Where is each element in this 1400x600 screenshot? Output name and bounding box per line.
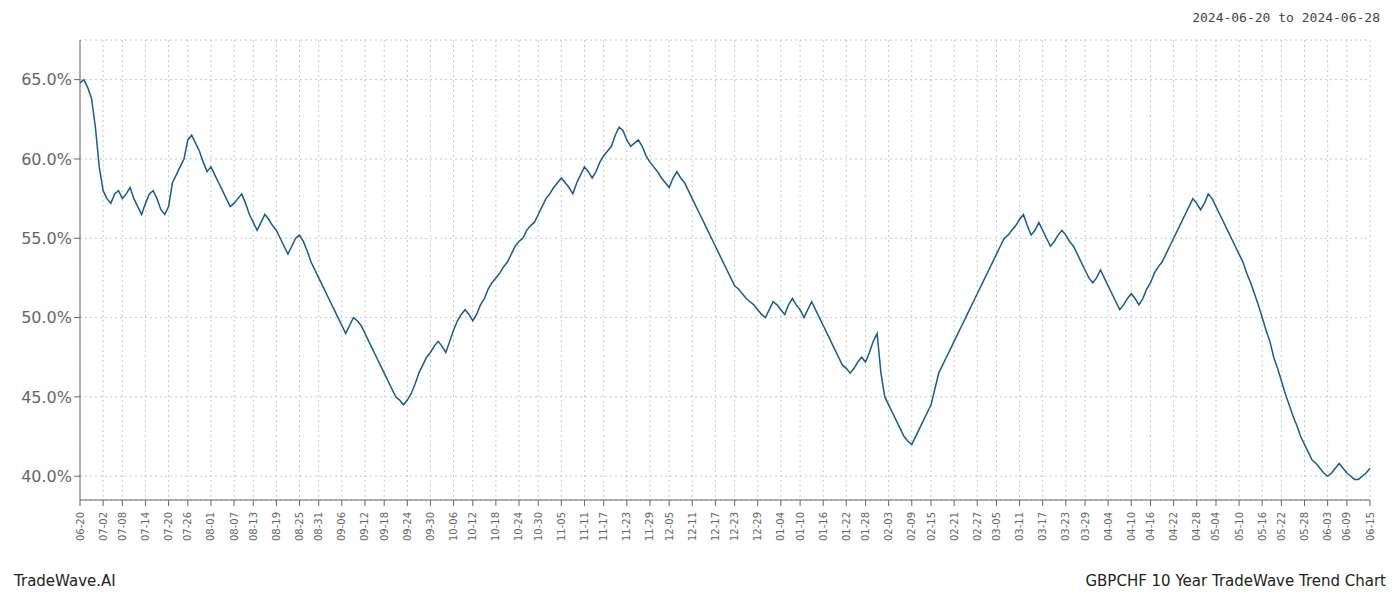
- svg-text:09-24: 09-24: [402, 512, 413, 541]
- svg-text:07-02: 07-02: [98, 512, 109, 541]
- svg-text:03-17: 03-17: [1037, 512, 1048, 541]
- svg-text:08-13: 08-13: [248, 512, 259, 541]
- svg-text:08-31: 08-31: [313, 512, 324, 541]
- svg-text:04-16: 04-16: [1145, 512, 1156, 541]
- svg-text:02-21: 02-21: [949, 512, 960, 541]
- svg-text:02-09: 02-09: [906, 512, 917, 541]
- svg-text:08-19: 08-19: [271, 512, 282, 541]
- svg-text:12-17: 12-17: [710, 512, 721, 541]
- svg-text:12-29: 12-29: [752, 512, 763, 541]
- svg-text:04-22: 04-22: [1168, 512, 1179, 541]
- svg-text:01-16: 01-16: [818, 512, 829, 541]
- svg-text:50.0%: 50.0%: [21, 308, 72, 327]
- svg-text:04-04: 04-04: [1103, 512, 1114, 541]
- svg-text:09-30: 09-30: [425, 512, 436, 541]
- svg-text:08-01: 08-01: [205, 512, 216, 541]
- svg-text:01-04: 01-04: [775, 512, 786, 541]
- svg-text:07-26: 07-26: [182, 512, 193, 541]
- svg-text:09-12: 09-12: [359, 512, 370, 541]
- svg-text:06-09: 06-09: [1341, 512, 1352, 541]
- svg-text:11-05: 11-05: [556, 512, 567, 541]
- svg-text:55.0%: 55.0%: [21, 229, 72, 248]
- svg-text:03-11: 03-11: [1014, 512, 1025, 541]
- svg-text:03-29: 03-29: [1080, 512, 1091, 541]
- svg-text:09-18: 09-18: [379, 512, 390, 541]
- svg-text:10-30: 10-30: [533, 512, 544, 541]
- svg-text:04-10: 04-10: [1126, 512, 1137, 541]
- svg-text:02-03: 02-03: [883, 512, 894, 541]
- svg-text:09-06: 09-06: [336, 512, 347, 541]
- svg-text:10-12: 10-12: [467, 512, 478, 541]
- svg-text:01-28: 01-28: [860, 512, 871, 541]
- svg-text:12-11: 12-11: [687, 512, 698, 541]
- svg-text:06-20: 06-20: [75, 512, 86, 541]
- svg-text:10-18: 10-18: [490, 512, 501, 541]
- svg-text:01-22: 01-22: [841, 512, 852, 541]
- html-text:TradeWave.AI: TradeWave.AI: [14, 572, 116, 590]
- svg-text:06-15: 06-15: [1365, 512, 1376, 541]
- svg-text:11-11: 11-11: [579, 512, 590, 541]
- svg-text:05-28: 05-28: [1299, 512, 1310, 541]
- svg-text:12-05: 12-05: [664, 512, 675, 541]
- svg-text:11-17: 11-17: [598, 512, 609, 541]
- svg-text:03-23: 03-23: [1060, 512, 1071, 541]
- svg-text:07-14: 07-14: [140, 512, 151, 541]
- svg-text:06-03: 06-03: [1322, 512, 1333, 541]
- svg-text:01-10: 01-10: [795, 512, 806, 541]
- svg-text:10-24: 10-24: [513, 512, 524, 541]
- svg-text:02-15: 02-15: [926, 512, 937, 541]
- svg-text:02-27: 02-27: [972, 512, 983, 541]
- svg-text:45.0%: 45.0%: [21, 388, 72, 407]
- svg-text:07-20: 07-20: [163, 512, 174, 541]
- svg-text:04-28: 04-28: [1191, 512, 1202, 541]
- svg-text:10-06: 10-06: [448, 512, 459, 541]
- svg-text:12-23: 12-23: [729, 512, 740, 541]
- svg-text:05-10: 05-10: [1234, 512, 1245, 541]
- svg-text:03-05: 03-05: [991, 512, 1002, 541]
- svg-text:08-25: 08-25: [294, 512, 305, 541]
- svg-text:05-22: 05-22: [1276, 512, 1287, 541]
- svg-text:11-23: 11-23: [621, 512, 632, 541]
- html-text:2024-06-20 to 2024-06-28: 2024-06-20 to 2024-06-28: [1192, 10, 1380, 25]
- svg-text:65.0%: 65.0%: [21, 70, 72, 89]
- html-text:GBPCHF 10 Year TradeWave Trend: GBPCHF 10 Year TradeWave Trend Chart: [1085, 572, 1386, 590]
- svg-text:07-08: 07-08: [117, 512, 128, 541]
- svg-text:11-29: 11-29: [644, 512, 655, 541]
- svg-text:40.0%: 40.0%: [21, 467, 72, 486]
- svg-text:60.0%: 60.0%: [21, 150, 72, 169]
- svg-text:05-16: 05-16: [1257, 512, 1268, 541]
- svg-text:05-04: 05-04: [1210, 512, 1221, 541]
- svg-text:08-07: 08-07: [229, 512, 240, 541]
